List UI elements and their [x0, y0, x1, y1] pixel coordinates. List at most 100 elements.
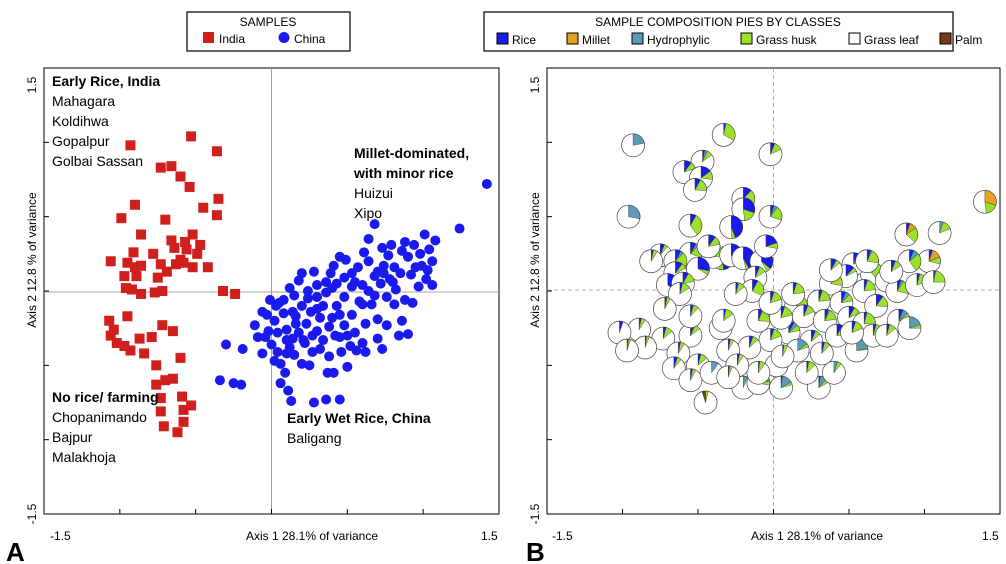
legend-swatch-rice — [496, 32, 509, 45]
composition-pie — [711, 123, 736, 147]
china-point — [318, 335, 329, 346]
panel-a-xtick-min: -1.5 — [50, 529, 71, 543]
china-point — [406, 269, 417, 280]
india-point — [187, 262, 198, 273]
composition-pie — [769, 375, 793, 400]
india-point — [155, 406, 166, 417]
composition-pie — [719, 215, 744, 239]
china-point — [430, 235, 441, 246]
annotation-heading: with minor rice — [353, 165, 454, 181]
legend-class-label: Millet — [582, 33, 611, 47]
pie-slice-grass-husk — [731, 226, 736, 239]
india-point — [178, 404, 189, 415]
pie-slice-grass-husk — [758, 361, 766, 373]
india-point — [211, 146, 222, 157]
india-point — [148, 248, 159, 259]
india-point — [119, 271, 130, 282]
china-point — [305, 306, 316, 317]
pie-slice-grass-husk — [723, 123, 736, 141]
pie-slice-grass-husk — [660, 244, 668, 256]
india-point — [105, 330, 116, 341]
china-point — [287, 333, 298, 344]
pie-slice-grass-husk — [682, 273, 695, 284]
china-point — [321, 394, 332, 405]
china-point — [403, 329, 413, 340]
india-point — [122, 311, 133, 322]
china-point — [278, 294, 289, 305]
china-point — [427, 256, 438, 267]
india-point — [160, 214, 171, 225]
pie-slice-grass-husk — [866, 250, 879, 263]
panel-a-ytick-max: 1.5 — [25, 76, 39, 93]
composition-pie — [615, 338, 639, 363]
composition-pie — [639, 249, 664, 274]
china-point — [454, 223, 465, 234]
pie-slice-grass-husk — [765, 242, 778, 249]
pie-slice-grass-husk — [845, 267, 857, 277]
china-point — [312, 291, 322, 302]
annotation-site: Xipo — [354, 205, 382, 221]
annotation-site: Koldihwa — [52, 113, 109, 129]
composition-pie — [758, 204, 783, 229]
composition-pie — [806, 375, 831, 400]
pie-slice-grass-husk — [770, 328, 782, 341]
pie-slice-grass-husk — [749, 336, 759, 348]
annotation-site: Bajpur — [52, 429, 93, 445]
china-point — [396, 315, 407, 326]
china-point — [252, 332, 263, 343]
pie-slice-grass-husk — [644, 335, 650, 348]
pie-slice-grass-husk — [780, 381, 793, 388]
india-point — [170, 259, 181, 270]
china-point — [296, 268, 307, 279]
india-point — [161, 266, 172, 277]
china-point — [346, 309, 357, 320]
composition-pie — [696, 234, 721, 259]
india-point — [151, 379, 162, 390]
composition-pie — [864, 294, 889, 318]
legend-classes-title: SAMPLE COMPOSITION PIES BY CLASSES — [595, 15, 841, 29]
china-point — [302, 293, 313, 304]
composition-pie — [874, 323, 899, 348]
pie-slice-grass-husk — [697, 353, 708, 366]
pie-slice-grass-husk — [788, 325, 801, 333]
china-point — [281, 324, 292, 335]
china-point — [359, 247, 370, 258]
india-point — [169, 242, 180, 253]
pie-slice-grass-husk — [803, 305, 815, 317]
china-point — [214, 375, 225, 386]
india-point — [120, 283, 131, 294]
composition-pie — [809, 341, 834, 366]
pie-slice-grass-husk — [679, 282, 690, 295]
china-point — [299, 338, 310, 349]
composition-pie — [897, 249, 922, 274]
composition-pie — [819, 258, 843, 283]
china-point — [381, 291, 392, 302]
legend-swatch-grass-husk — [740, 32, 753, 45]
india-point — [151, 360, 162, 371]
china-point — [357, 338, 368, 349]
india-point — [105, 256, 116, 267]
china-point — [349, 277, 360, 288]
china-point — [349, 327, 360, 338]
china-point — [308, 266, 319, 277]
china-point — [330, 330, 341, 341]
composition-pie — [840, 320, 864, 345]
china-point — [290, 318, 301, 329]
india-point — [186, 131, 197, 142]
pie-slice-hydrophylic — [632, 133, 645, 146]
pie-slice-grass-husk — [821, 342, 830, 354]
china-point — [287, 306, 298, 317]
composition-pie — [737, 335, 762, 360]
composition-pie — [921, 270, 946, 294]
pie-slice-grass-husk — [830, 259, 841, 271]
china-point — [331, 300, 342, 311]
legend-china-swatch — [278, 32, 290, 43]
india-point — [146, 332, 157, 343]
legend-class-label: Palm — [955, 33, 982, 47]
china-point — [283, 385, 294, 396]
china-point — [399, 294, 410, 305]
pie-slice-grass-husk — [728, 365, 733, 378]
annotation-heading: Early Rice, India — [52, 73, 160, 89]
legend-india-swatch — [203, 32, 214, 43]
india-point — [136, 229, 147, 240]
